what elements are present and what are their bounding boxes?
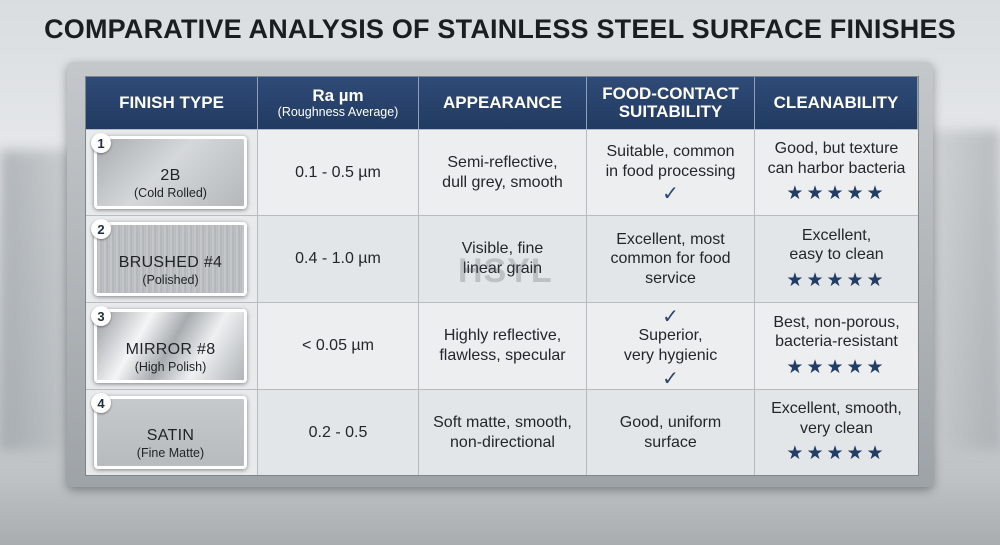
star-rating-icon: ★★★★★ — [786, 442, 887, 465]
food-contact-line: Superior, — [638, 327, 703, 345]
cleanability-line: bacteria-resistant — [775, 333, 898, 351]
cleanability-cell: Good, but texture can harbor bacteria ★★… — [755, 129, 918, 215]
star-rating-icon: ★★★★★ — [786, 268, 887, 291]
finish-name: 2B — [160, 167, 181, 184]
ra-cell: < 0.05 µm — [258, 302, 419, 389]
cleanability-line: can harbor bacteria — [767, 159, 906, 177]
finish-subname: (High Polish) — [134, 360, 207, 374]
cleanability-cell: Best, non-porous, bacteria-resistant ★★★… — [755, 302, 918, 389]
appearance-cell: Semi-reflective, dull grey, smooth — [419, 129, 587, 215]
food-contact-line: service — [645, 269, 696, 287]
appearance-line: Highly reflective, — [443, 327, 562, 345]
header-finish-type-label: FINISH TYPE — [119, 93, 224, 113]
header-ra-sublabel: (Roughness Average) — [277, 105, 399, 120]
ra-value: < 0.05 µm — [302, 337, 374, 355]
finish-cell-2b: 1 2B (Cold Rolled) — [86, 129, 258, 215]
star-rating-icon: ★★★★★ — [786, 355, 887, 378]
header-food-contact: FOOD-CONTACT SUITABILITY — [587, 77, 755, 129]
cleanability-line: Best, non-porous, — [773, 313, 900, 331]
appearance-line: Visible, fine — [461, 240, 544, 258]
check-icon: ✓ — [662, 181, 679, 206]
header-appearance-label: APPEARANCE — [442, 93, 563, 113]
appearance-line: linear grain — [462, 260, 543, 277]
cleanability-line: easy to clean — [789, 246, 884, 264]
header-cleanability-label: CLEANABILITY — [773, 93, 899, 113]
finish-cell-satin: 4 SATIN (Fine Matte) — [86, 389, 258, 475]
header-ra: Ra µm (Roughness Average) — [258, 77, 419, 129]
appearance-cell: Highly reflective, flawless, specular — [419, 302, 587, 389]
appearance-cell: Visible, fine linear grain — [419, 215, 587, 302]
row-number-badge: 3 — [91, 306, 111, 326]
row-number-badge: 1 — [91, 133, 111, 153]
appearance-line: Soft matte, smooth, — [433, 413, 572, 431]
food-contact-line: Excellent, most — [616, 230, 725, 248]
ra-value: 0.1 - 0.5 µm — [295, 163, 381, 181]
food-contact-line: in food processing — [605, 162, 736, 180]
finish-name: BRUSHED #4 — [118, 254, 223, 271]
appearance-cell: Soft matte, smooth, non-directional — [419, 389, 587, 475]
food-contact-cell: ✓ Superior, very hygienic ✓ — [587, 302, 755, 389]
finish-swatch-2b: 2B (Cold Rolled) — [94, 136, 247, 209]
row-number-badge: 2 — [91, 219, 111, 239]
cleanability-cell: Excellent, easy to clean ★★★★★ — [755, 215, 918, 302]
food-contact-line: Good, uniform — [619, 413, 722, 431]
ra-value: 0.4 - 1.0 µm — [295, 250, 381, 268]
food-contact-line: Suitable, common — [606, 142, 735, 160]
finish-subname: (Fine Matte) — [136, 446, 205, 460]
finish-swatch-brushed: BRUSHED #4 (Polished) — [94, 222, 247, 296]
finish-swatch-mirror: MIRROR #8 (High Polish) — [94, 309, 247, 383]
header-finish-type: FINISH TYPE — [86, 77, 258, 129]
header-food-contact-line2: SUITABILITY — [618, 102, 723, 121]
header-appearance: APPEARANCE — [419, 77, 587, 129]
food-contact-line: surface — [644, 433, 697, 451]
ra-cell: 0.2 - 0.5 — [258, 389, 419, 475]
cleanability-line: very clean — [800, 419, 873, 437]
appearance-line: flawless, specular — [439, 347, 566, 364]
ra-value: 0.2 - 0.5 — [308, 423, 368, 441]
food-contact-cell: Suitable, common in food processing ✓ — [587, 129, 755, 215]
header-food-contact-line1: FOOD-CONTACT — [602, 84, 739, 104]
appearance-line: non-directional — [450, 433, 555, 451]
appearance-line: Semi-reflective, — [447, 153, 558, 171]
watermark-text: HSYL — [458, 252, 553, 290]
food-contact-cell: Good, uniform surface — [587, 389, 755, 475]
food-contact-line: very hygienic — [623, 347, 718, 364]
finish-name: MIRROR #8 — [125, 341, 216, 358]
finish-subname: (Cold Rolled) — [134, 186, 207, 200]
cleanability-line: Good, but texture — [774, 140, 899, 158]
page-title: COMPARATIVE ANALYSIS OF STAINLESS STEEL … — [44, 14, 956, 44]
row-number-badge: 4 — [91, 393, 111, 413]
finish-cell-brushed: 2 BRUSHED #4 (Polished) — [86, 215, 258, 302]
finish-swatch-satin: SATIN (Fine Matte) — [94, 396, 247, 469]
check-icon: ✓ — [662, 304, 679, 329]
finish-subname: (Polished) — [142, 273, 199, 287]
cleanability-line: Excellent, smooth, — [771, 400, 902, 418]
star-rating-icon: ★★★★★ — [786, 182, 887, 205]
ra-cell: 0.4 - 1.0 µm — [258, 215, 419, 302]
header-ra-label: Ra µm — [312, 85, 364, 105]
appearance-line: dull grey, smooth — [442, 173, 563, 191]
food-contact-cell: Excellent, most common for food service — [587, 215, 755, 302]
cleanability-cell: Excellent, smooth, very clean ★★★★★ — [755, 389, 918, 475]
header-cleanability: CLEANABILITY — [755, 77, 918, 129]
finish-name: SATIN — [146, 427, 195, 444]
ra-cell: 0.1 - 0.5 µm — [258, 129, 419, 215]
finish-cell-mirror: 3 MIRROR #8 (High Polish) — [86, 302, 258, 389]
cleanability-line: Excellent, — [801, 226, 872, 244]
food-contact-line: common for food — [610, 250, 731, 268]
comparison-table: FINISH TYPE Ra µm (Roughness Average) AP… — [85, 76, 919, 476]
check-icon: ✓ — [662, 365, 679, 390]
